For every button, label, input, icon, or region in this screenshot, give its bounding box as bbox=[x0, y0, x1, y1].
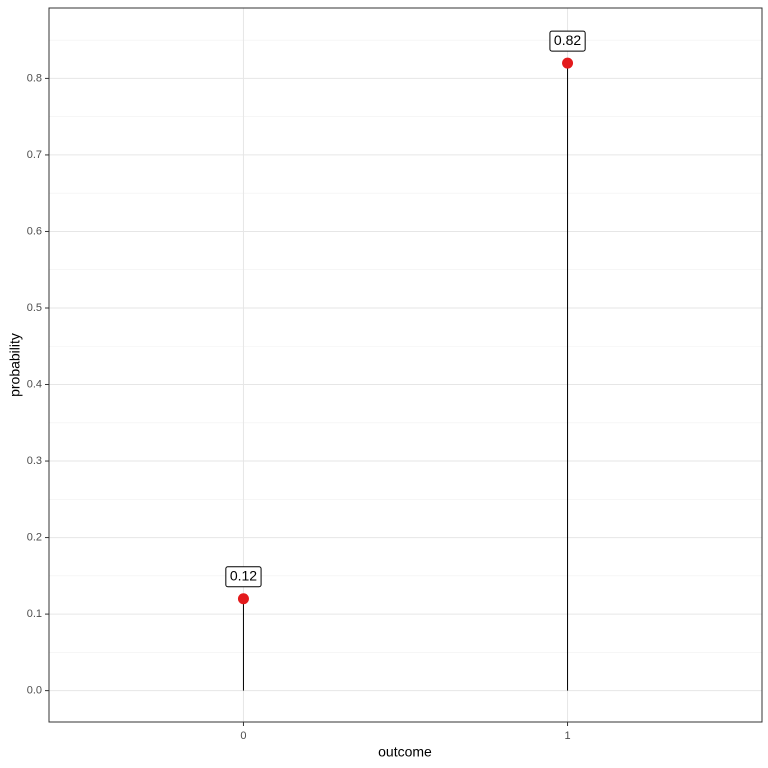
y-tick-label: 0.1 bbox=[27, 608, 42, 620]
y-tick-label: 0.5 bbox=[27, 302, 42, 314]
y-tick-label: 0.4 bbox=[27, 378, 42, 390]
y-tick-label: 0.6 bbox=[27, 225, 42, 237]
x-tick-label: 0 bbox=[240, 730, 246, 742]
value-label-box bbox=[549, 30, 586, 52]
y-tick-label: 0.8 bbox=[27, 72, 42, 84]
y-tick-label: 0.0 bbox=[27, 685, 42, 697]
y-tick-label: 0.3 bbox=[27, 455, 42, 467]
panel-background bbox=[49, 8, 762, 722]
value-label-box bbox=[225, 566, 262, 588]
point bbox=[562, 57, 574, 69]
point bbox=[237, 593, 249, 605]
value-label: 0.12 bbox=[230, 567, 257, 583]
y-axis-title: probability bbox=[7, 333, 23, 397]
x-tick-label: 1 bbox=[564, 730, 570, 742]
panel-border bbox=[48, 7, 763, 723]
value-label: 0.82 bbox=[554, 32, 581, 48]
y-tick-label: 0.2 bbox=[27, 531, 42, 543]
x-axis-title: outcome bbox=[378, 744, 432, 760]
y-tick-label: 0.7 bbox=[27, 149, 42, 161]
